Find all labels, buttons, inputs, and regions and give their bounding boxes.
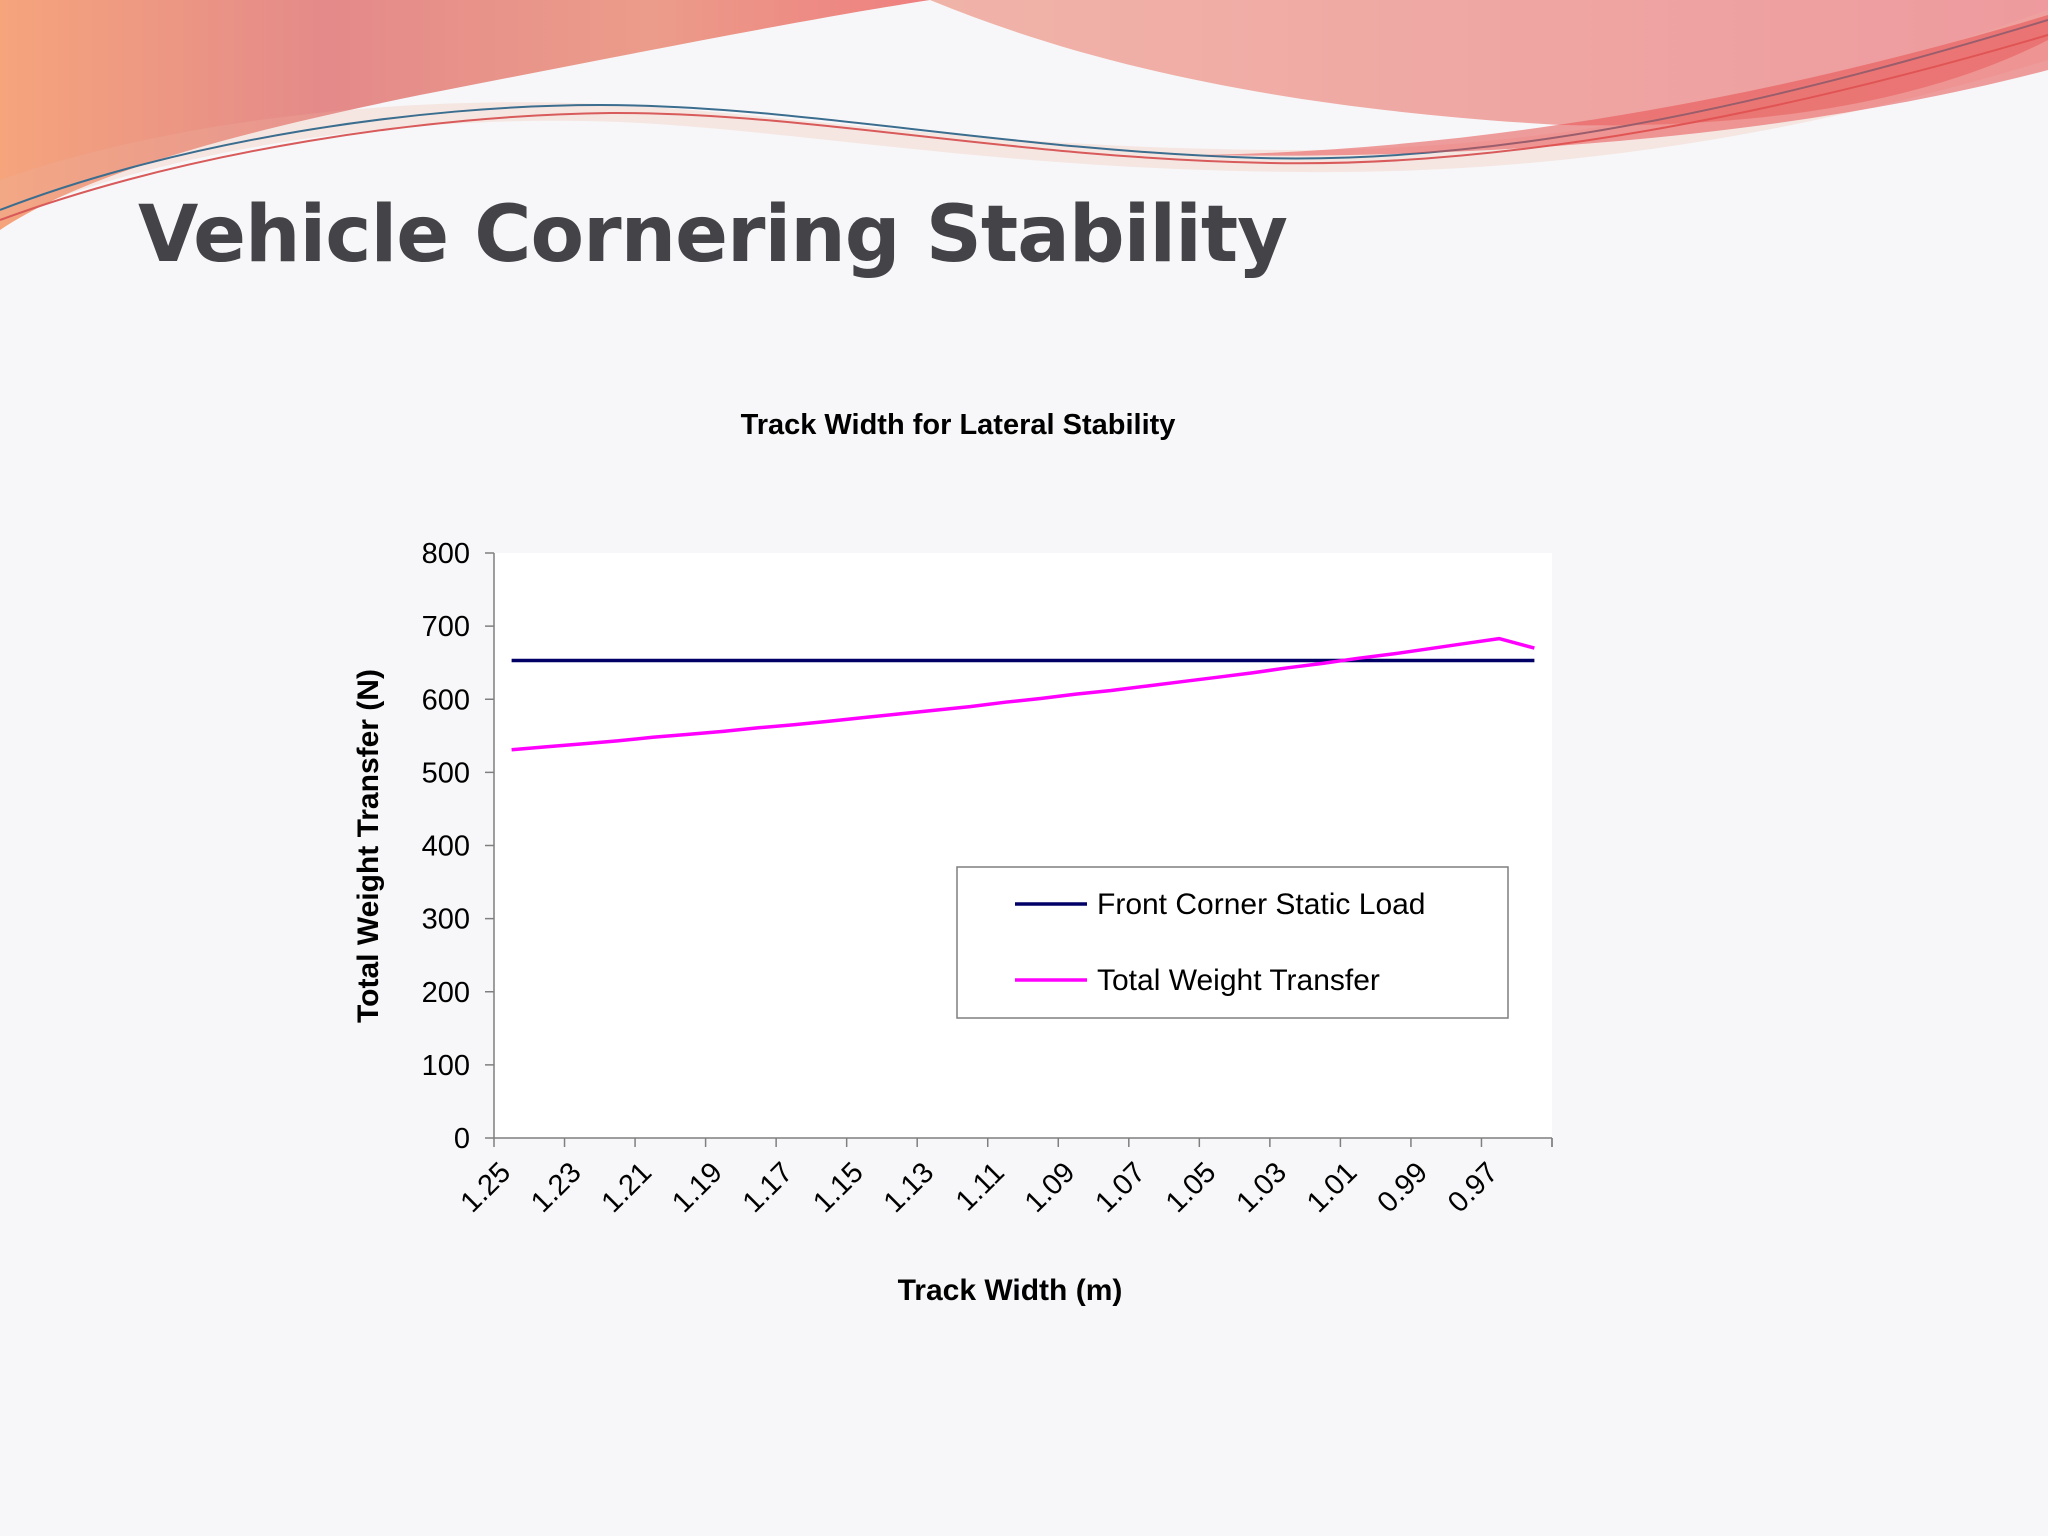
x-tick-label: 1.01	[1301, 1156, 1364, 1219]
x-tick-label: 0.99	[1371, 1156, 1434, 1219]
x-tick-label: 1.13	[878, 1156, 941, 1219]
x-tick-label: 1.09	[1019, 1156, 1082, 1219]
legend-label: Total Weight Transfer	[1097, 964, 1380, 997]
x-tick-label: 1.11	[950, 1156, 1011, 1217]
x-tick-label: 1.07	[1089, 1156, 1152, 1219]
slide-title: Vehicle Cornering Stability	[138, 190, 1288, 280]
legend-box	[956, 866, 1509, 1019]
y-tick-label: 100	[422, 1050, 470, 1082]
x-tick-label: 1.23	[525, 1156, 588, 1219]
y-tick-label: 500	[422, 757, 470, 789]
series-layer	[511, 636, 1535, 752]
series-line-total-weight-transfer	[511, 636, 1535, 752]
x-tick-label: 1.25	[455, 1156, 518, 1219]
y-axis: 0 100 200 300 400 500 600 700 800	[422, 538, 495, 1155]
chart-title: Track Width for Lateral Stability	[741, 409, 1176, 441]
decorative-swoosh	[0, 0, 2048, 230]
y-tick-label: 400	[422, 831, 470, 863]
x-tick-label: 1.17	[737, 1156, 800, 1219]
x-tick-label: 0.97	[1442, 1156, 1505, 1219]
x-tick-label: 1.03	[1230, 1156, 1293, 1219]
x-tick-label: 1.21	[596, 1156, 659, 1219]
x-tick-label: 1.05	[1160, 1156, 1223, 1219]
x-tick-label: 1.15	[807, 1156, 870, 1219]
y-tick-label: 200	[422, 977, 470, 1009]
plot-area	[494, 553, 1552, 1138]
y-axis-title: Total Weight Transfer (N)	[352, 669, 385, 1023]
legend: Front Corner Static Load Total Weight Tra…	[956, 866, 1509, 1019]
legend-label: Front Corner Static Load	[1097, 888, 1426, 921]
y-tick-label: 300	[422, 904, 470, 936]
x-axis-title: Track Width (m)	[898, 1274, 1123, 1307]
x-axis: 1.25 1.23 1.21 1.19 1.17 1.15 1.13 1.11 1.09 1.07…	[455, 1137, 1553, 1219]
y-tick-label: 600	[422, 684, 470, 716]
y-tick-label: 800	[422, 538, 470, 570]
x-tick-label: 1.19	[666, 1156, 729, 1219]
y-tick-label: 700	[422, 611, 470, 643]
y-tick-label: 0	[454, 1123, 470, 1155]
